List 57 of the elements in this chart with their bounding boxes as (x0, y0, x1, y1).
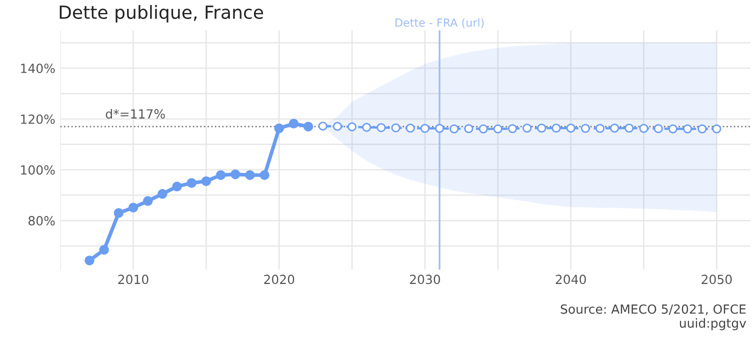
ref-line-label: Dette - FRA (url) (396, 18, 484, 28)
point (435, 124, 444, 133)
ref-line-label: d*=117% (106, 108, 165, 119)
point (654, 124, 663, 134)
point (274, 124, 284, 134)
chart-title: Dette publique, France (60, 5, 264, 23)
y-tick-label: 100% (21, 165, 55, 175)
point (537, 124, 546, 133)
x-tick-label: 2040 (556, 274, 586, 284)
y-tick-label: 80% (28, 216, 55, 226)
point (318, 122, 328, 131)
point (245, 170, 255, 180)
point (580, 124, 590, 133)
point (84, 256, 94, 266)
point (172, 182, 182, 192)
point (450, 124, 459, 134)
point (303, 122, 314, 132)
point (464, 124, 474, 134)
point (376, 123, 386, 132)
point (698, 124, 707, 134)
point (142, 196, 153, 206)
point (158, 189, 168, 199)
point (128, 202, 138, 212)
y-tick-label: 120% (21, 114, 55, 124)
point (682, 124, 692, 134)
y-tick-label: 140% (21, 64, 55, 74)
point (201, 176, 212, 186)
point (288, 118, 299, 128)
point (260, 170, 270, 180)
x-tick-label: 2050 (702, 274, 732, 284)
point (712, 124, 722, 134)
point (493, 124, 502, 134)
x-tick-label: 2010 (118, 274, 148, 284)
point (406, 124, 415, 133)
point (362, 122, 372, 132)
x-tick-label: 2020 (264, 274, 294, 284)
point (420, 124, 430, 133)
source-note: Source: AMECO 5/2021, OFCE uuid:pgtgv (560, 304, 746, 330)
point (566, 124, 576, 133)
point (114, 208, 124, 218)
point (391, 123, 400, 132)
point (508, 124, 517, 134)
point (186, 178, 196, 188)
point (610, 124, 620, 133)
point (668, 124, 678, 134)
point (478, 124, 488, 134)
point (595, 124, 605, 133)
point (639, 124, 648, 133)
point (332, 122, 342, 131)
point (348, 122, 357, 132)
x-tick-label: 2030 (410, 274, 440, 284)
point (522, 124, 532, 133)
point (99, 244, 109, 255)
point (230, 169, 240, 180)
point (624, 124, 634, 133)
point (552, 124, 561, 133)
point (216, 170, 226, 180)
